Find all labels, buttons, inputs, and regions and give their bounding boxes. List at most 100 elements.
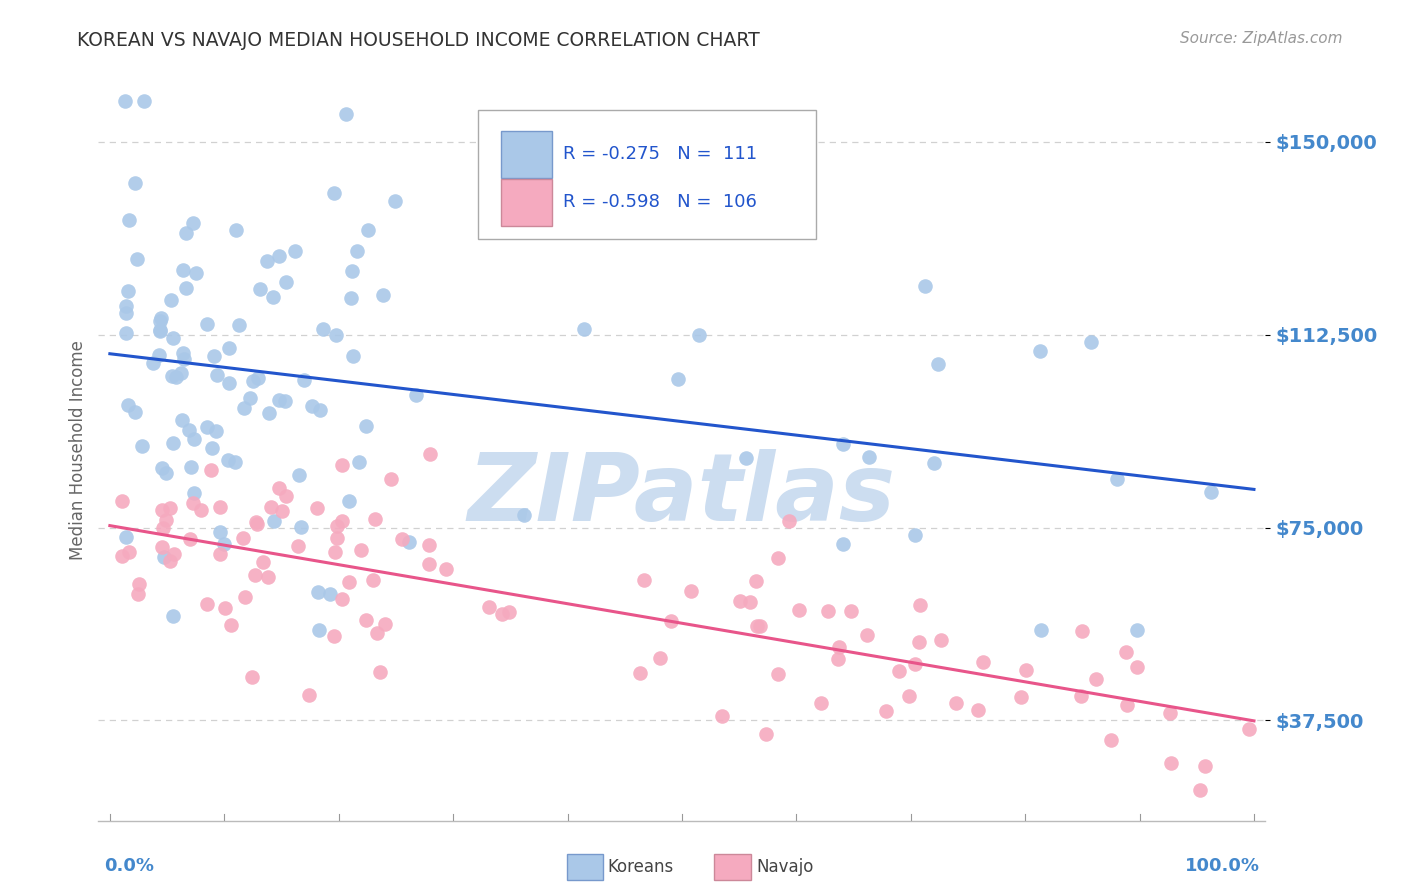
Point bbox=[374, 617, 396, 632]
Point bbox=[380, 472, 402, 486]
Point bbox=[832, 436, 855, 450]
Point bbox=[1084, 672, 1107, 686]
Point bbox=[322, 186, 344, 200]
Point bbox=[1115, 645, 1137, 659]
Point bbox=[173, 352, 195, 367]
Point bbox=[172, 345, 194, 359]
Point bbox=[766, 551, 789, 566]
Point bbox=[858, 450, 880, 465]
Point bbox=[335, 107, 357, 121]
Point bbox=[205, 368, 228, 382]
Point bbox=[228, 318, 250, 332]
Point bbox=[897, 689, 920, 703]
Point bbox=[929, 632, 952, 647]
Point bbox=[337, 574, 360, 589]
Point bbox=[150, 540, 173, 554]
Point bbox=[170, 366, 193, 380]
Point bbox=[212, 537, 235, 551]
Point bbox=[111, 549, 134, 564]
Point bbox=[179, 532, 201, 546]
Point bbox=[208, 547, 231, 561]
Point bbox=[332, 458, 354, 472]
Point bbox=[904, 528, 927, 542]
Point bbox=[246, 371, 269, 385]
Text: R = -0.598   N =  106: R = -0.598 N = 106 bbox=[562, 194, 756, 211]
Point bbox=[755, 727, 778, 741]
Point bbox=[149, 324, 172, 338]
Point bbox=[1160, 756, 1182, 771]
Point bbox=[832, 537, 855, 551]
Text: KOREAN VS NAVAJO MEDIAN HOUSEHOLD INCOME CORRELATION CHART: KOREAN VS NAVAJO MEDIAN HOUSEHOLD INCOME… bbox=[77, 31, 761, 50]
Point bbox=[163, 547, 186, 561]
Point bbox=[323, 629, 346, 643]
Point bbox=[875, 704, 897, 718]
Point bbox=[908, 634, 931, 648]
Point bbox=[904, 657, 927, 672]
Point bbox=[276, 489, 298, 503]
Point bbox=[249, 282, 271, 296]
Point bbox=[243, 568, 266, 582]
Point bbox=[174, 226, 197, 240]
Point bbox=[418, 538, 440, 552]
Point bbox=[1071, 624, 1094, 638]
Point bbox=[239, 391, 262, 405]
Point bbox=[267, 481, 290, 495]
Point bbox=[787, 603, 810, 617]
Point bbox=[1028, 343, 1050, 358]
Point bbox=[1107, 472, 1129, 486]
Point bbox=[711, 709, 734, 723]
Point bbox=[1010, 690, 1032, 704]
Text: R = -0.275   N =  111: R = -0.275 N = 111 bbox=[562, 145, 756, 163]
Point bbox=[371, 288, 394, 302]
Point bbox=[148, 348, 170, 362]
Point bbox=[115, 530, 138, 544]
Point bbox=[114, 94, 136, 108]
Point bbox=[117, 398, 139, 412]
Point bbox=[1188, 783, 1211, 797]
Point bbox=[301, 399, 323, 413]
Point bbox=[1194, 758, 1216, 772]
Text: ZIPatlas: ZIPatlas bbox=[468, 449, 896, 541]
Point bbox=[150, 461, 173, 475]
Point bbox=[398, 535, 420, 549]
Point bbox=[218, 341, 240, 355]
Point bbox=[307, 584, 329, 599]
Point bbox=[262, 290, 284, 304]
Point bbox=[325, 328, 347, 343]
Point bbox=[149, 323, 172, 337]
Point bbox=[628, 666, 651, 681]
Point bbox=[908, 599, 931, 613]
Text: Koreans: Koreans bbox=[607, 858, 673, 876]
Point bbox=[155, 513, 177, 527]
Point bbox=[197, 419, 219, 434]
Point bbox=[224, 455, 246, 469]
Point bbox=[124, 405, 146, 419]
Point bbox=[340, 263, 363, 277]
Point bbox=[263, 514, 285, 528]
Point bbox=[256, 253, 278, 268]
Point bbox=[174, 281, 197, 295]
Point bbox=[114, 326, 136, 340]
Point bbox=[326, 531, 349, 545]
Point bbox=[200, 462, 222, 476]
Point bbox=[828, 640, 851, 654]
Point bbox=[308, 402, 330, 417]
Point bbox=[659, 615, 682, 629]
Point bbox=[972, 655, 994, 669]
Point bbox=[118, 213, 141, 227]
Point bbox=[181, 216, 204, 230]
Point bbox=[115, 306, 138, 320]
Point bbox=[1070, 690, 1092, 704]
Point bbox=[810, 697, 832, 711]
Point bbox=[339, 494, 361, 508]
Point bbox=[418, 557, 440, 571]
Point bbox=[180, 459, 202, 474]
Point bbox=[477, 600, 499, 615]
Point bbox=[679, 583, 702, 598]
Point bbox=[269, 393, 291, 408]
Point bbox=[117, 284, 139, 298]
Point bbox=[491, 607, 513, 622]
Point bbox=[256, 570, 278, 584]
Point bbox=[347, 455, 370, 469]
FancyBboxPatch shape bbox=[501, 178, 553, 227]
